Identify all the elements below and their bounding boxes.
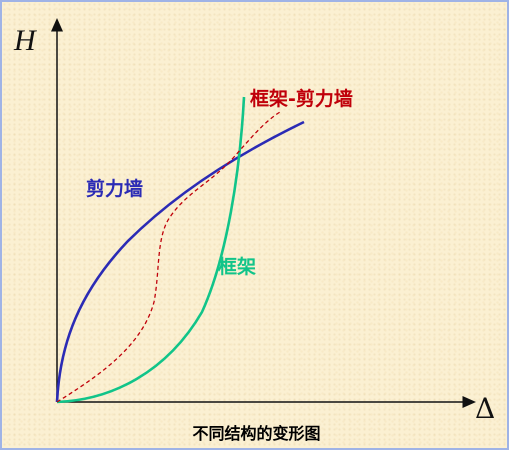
- y-axis-title: H: [13, 24, 38, 57]
- shear-wall-curve: [55, 120, 305, 403]
- frame-curve: [56, 96, 246, 404]
- frame-shear-wall-label: 框架-剪力墙: [250, 87, 353, 110]
- x-axis-title: Δ: [475, 392, 495, 425]
- frame-shear-wall-curve: [56, 111, 281, 403]
- frame-label: 框架: [218, 255, 256, 278]
- shear-wall-label: 剪力墙: [86, 177, 143, 200]
- figure-caption: 不同结构的变形图: [192, 424, 321, 443]
